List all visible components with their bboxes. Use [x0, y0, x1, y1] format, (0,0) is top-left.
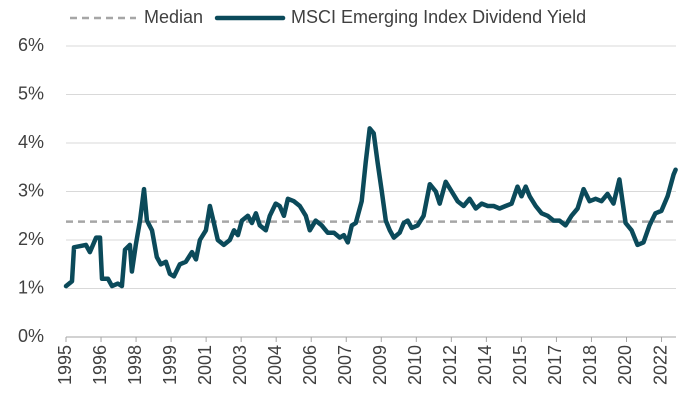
x-tick-label: 2006 [300, 345, 320, 385]
x-tick-label: 2017 [545, 345, 565, 385]
yield-line [63, 126, 678, 289]
x-tick-label: 2009 [370, 345, 390, 385]
y-tick-label: 2% [18, 229, 44, 249]
y-tick-label: 1% [18, 277, 44, 297]
x-tick-label: 2007 [335, 345, 355, 385]
x-tick-label: 2012 [440, 345, 460, 385]
y-tick-label: 5% [18, 83, 44, 103]
x-tick-label: 2003 [230, 345, 250, 385]
x-tick-label: 1999 [160, 345, 180, 385]
x-tick-label: 2010 [405, 345, 425, 385]
x-tick-label: 1995 [55, 345, 75, 385]
x-tick-label: 1998 [125, 345, 145, 385]
x-tick-label: 2022 [650, 345, 670, 385]
legend-label: Median [144, 7, 203, 27]
y-tick-label: 0% [18, 326, 44, 346]
y-tick-label: 3% [18, 180, 44, 200]
x-tick-label: 2004 [265, 345, 285, 385]
y-tick-label: 6% [18, 35, 44, 55]
x-tick-label: 2001 [195, 345, 215, 385]
x-tick-label: 2015 [510, 345, 530, 385]
x-tick-label: 2018 [580, 345, 600, 385]
x-tick-label: 2020 [615, 345, 635, 385]
legend-label: MSCI Emerging Index Dividend Yield [291, 7, 586, 27]
y-tick-label: 4% [18, 132, 44, 152]
x-tick-label: 2014 [475, 345, 495, 385]
x-tick-label: 1996 [90, 345, 110, 385]
